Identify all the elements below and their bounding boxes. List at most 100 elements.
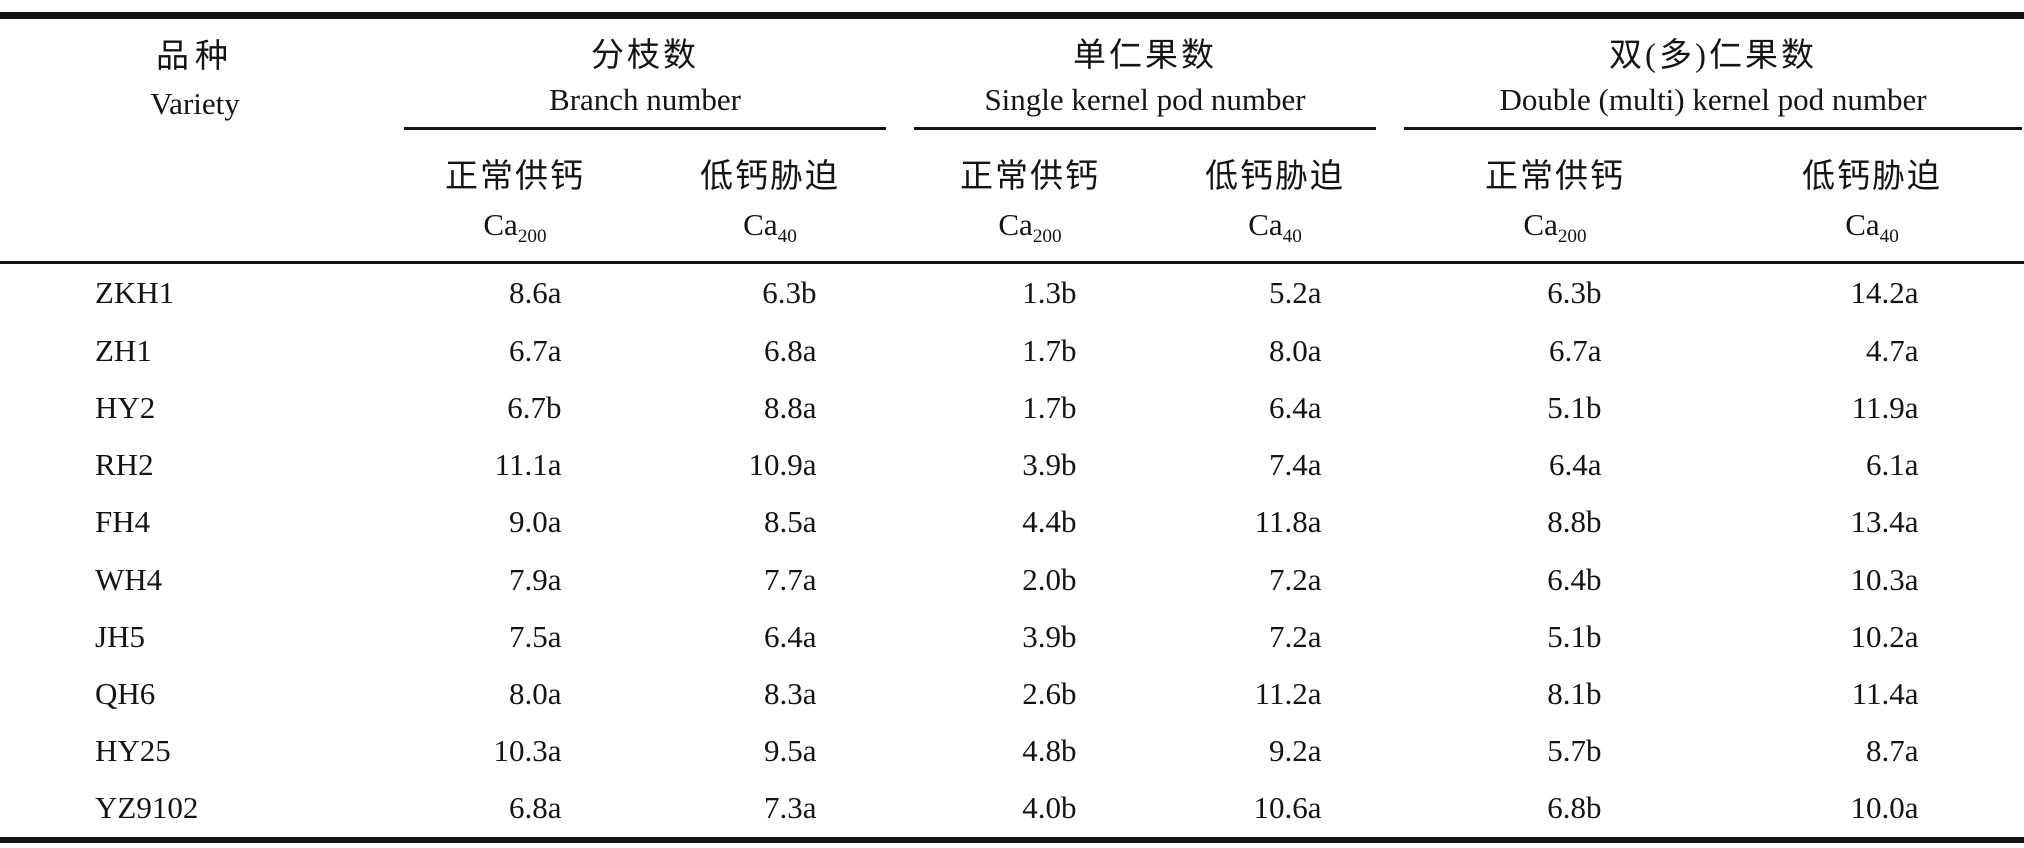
value-cell-branch-ca200: 8.0a [508,675,562,711]
group-header-double-kernel: 双(多)仁果数 Double (multi) kernel pod number [1390,19,2024,133]
value-cell-single-ca40: 10.6a [1253,790,1322,826]
value-cell-double-ca40: 6.1a [1866,447,1919,483]
treatment-normal-label: 正常供钙 [1485,159,1626,195]
treatment-header-row: 正常供钙 低钙胁迫 正常供钙 低钙胁迫 正常供钙 低钙胁迫 [0,133,2024,205]
value-cell-single-ca200: 1.7b [1022,332,1077,368]
value-cell-double-ca200: 8.1b [1547,675,1602,711]
group-header-row: 品种 Variety 分枝数 Branch number 单仁果数 Single… [0,19,2024,133]
variety-cell: HY2 [95,389,156,425]
ca-level-header-row: Ca200 Ca40 Ca200 Ca40 Ca200 Ca40 [0,205,2024,263]
ca40-label: Ca40 [1845,207,1899,248]
treatment-low-label: 低钙胁迫 [1802,159,1943,195]
value-cell-single-ca40: 11.2a [1254,675,1322,711]
table-header: 品种 Variety 分枝数 Branch number 单仁果数 Single… [0,19,2024,263]
value-cell-double-ca200: 5.1b [1547,389,1602,425]
table-row: QH6 8.0a 8.3a 2.6b 11.2a 8.1b 11.4a [0,665,2024,722]
variety-cell: QH6 [95,675,156,711]
group-underline: 分枝数 Branch number [404,33,886,130]
value-cell-single-ca200: 3.9b [1022,447,1077,483]
value-cell-single-ca200: 4.0b [1022,790,1077,826]
value-cell-branch-ca200: 8.6a [508,275,562,311]
table-body: ZKH1 8.6a 6.3b 1.3b 5.2a 6.3b 14.2a ZH1 … [0,263,2024,838]
table-row: HY2 6.7b 8.8a 1.7b 6.4a 5.1b 11.9a [0,379,2024,436]
value-cell-double-ca40: 11.4a [1851,675,1919,711]
value-cell-single-ca200: 1.3b [1022,275,1077,311]
treatment-low-label: 低钙胁迫 [700,159,840,195]
value-cell-branch-ca200: 7.9a [508,561,562,597]
group-title-zh: 单仁果数 [1073,38,1217,74]
value-cell-double-ca200: 6.4a [1549,447,1602,483]
value-cell-branch-ca40: 8.8a [763,389,817,425]
value-cell-single-ca40: 7.2a [1268,618,1322,654]
value-cell-branch-ca200: 11.1a [494,447,562,483]
variety-header-en: Variety [150,86,240,121]
variety-cell: FH4 [95,504,151,540]
value-cell-single-ca40: 7.2a [1268,561,1322,597]
value-cell-single-ca200: 2.0b [1022,561,1077,597]
variety-cell: HY25 [95,733,171,769]
value-cell-branch-ca40: 6.4a [763,618,817,654]
value-cell-branch-ca200: 9.0a [508,504,562,540]
value-cell-branch-ca200: 6.7a [508,332,562,368]
group-underline: 双(多)仁果数 Double (multi) kernel pod number [1404,33,2023,130]
value-cell-branch-ca200: 6.8a [508,790,562,826]
value-cell-double-ca40: 10.0a [1850,790,1919,826]
table-row: YZ9102 6.8a 7.3a 4.0b 10.6a 6.8b 10.0a [0,780,2024,837]
value-cell-single-ca40: 11.8a [1254,504,1322,540]
variety-cell: WH4 [95,561,163,597]
group-header-branch-number: 分枝数 Branch number [390,19,900,133]
table-frame: 品种 Variety 分枝数 Branch number 单仁果数 Single… [0,12,2024,843]
group-title-zh: 分枝数 [591,38,699,74]
value-cell-double-ca40: 10.2a [1850,618,1919,654]
table-row: FH4 9.0a 8.5a 4.4b 11.8a 8.8b 13.4a [0,494,2024,551]
value-cell-branch-ca40: 6.3b [762,275,817,311]
group-title-en: Single kernel pod number [984,82,1306,117]
ca200-label: Ca200 [998,207,1062,248]
variety-cell: YZ9102 [95,790,199,826]
ca40-label: Ca40 [743,207,797,248]
value-cell-single-ca40: 5.2a [1268,275,1322,311]
variety-header-zh: 品种 [156,39,234,75]
value-cell-branch-ca40: 9.5a [763,733,817,769]
value-cell-double-ca200: 5.7b [1547,733,1602,769]
ca200-label: Ca200 [1523,207,1587,248]
group-underline: 单仁果数 Single kernel pod number [914,33,1377,130]
group-title-en: Double (multi) kernel pod number [1499,82,1927,117]
table-row: HY25 10.3a 9.5a 4.8b 9.2a 5.7b 8.7a [0,723,2024,780]
table-row: WH4 7.9a 7.7a 2.0b 7.2a 6.4b 10.3a [0,551,2024,608]
value-cell-single-ca200: 2.6b [1022,675,1077,711]
value-cell-single-ca200: 1.7b [1022,389,1077,425]
value-cell-branch-ca40: 7.7a [763,561,817,597]
value-cell-single-ca200: 4.4b [1022,504,1077,540]
table-row: ZKH1 8.6a 6.3b 1.3b 5.2a 6.3b 14.2a [0,263,2024,323]
value-cell-double-ca40: 14.2a [1850,275,1919,311]
value-cell-double-ca200: 6.8b [1547,790,1602,826]
value-cell-double-ca200: 6.7a [1549,332,1602,368]
variety-cell: JH5 [95,618,145,654]
value-cell-double-ca40: 8.7a [1866,733,1919,769]
treatment-normal-label: 正常供钙 [445,159,585,195]
value-cell-branch-ca40: 7.3a [763,790,817,826]
variety-header: 品种 Variety [0,19,390,263]
table-row: ZH1 6.7a 6.8a 1.7b 8.0a 6.7a 4.7a [0,322,2024,379]
value-cell-double-ca200: 6.3b [1547,275,1602,311]
group-header-single-kernel: 单仁果数 Single kernel pod number [900,19,1390,133]
ca200-label: Ca200 [483,207,547,248]
value-cell-branch-ca40: 8.3a [763,675,817,711]
treatment-low-label: 低钙胁迫 [1205,159,1345,195]
value-cell-double-ca200: 8.8b [1547,504,1602,540]
value-cell-branch-ca200: 7.5a [508,618,562,654]
table-row: JH5 7.5a 6.4a 3.9b 7.2a 5.1b 10.2a [0,608,2024,665]
value-cell-single-ca40: 9.2a [1268,733,1322,769]
value-cell-double-ca200: 5.1b [1547,618,1602,654]
ca40-label: Ca40 [1248,207,1302,248]
group-title-zh: 双(多)仁果数 [1609,38,1818,74]
table-row: RH2 11.1a 10.9a 3.9b 7.4a 6.4a 6.1a [0,437,2024,494]
treatment-normal-label: 正常供钙 [960,159,1100,195]
value-cell-branch-ca40: 8.5a [763,504,817,540]
value-cell-single-ca40: 6.4a [1268,389,1322,425]
value-cell-single-ca40: 8.0a [1268,332,1322,368]
value-cell-double-ca40: 4.7a [1866,332,1919,368]
value-cell-single-ca200: 3.9b [1022,618,1077,654]
